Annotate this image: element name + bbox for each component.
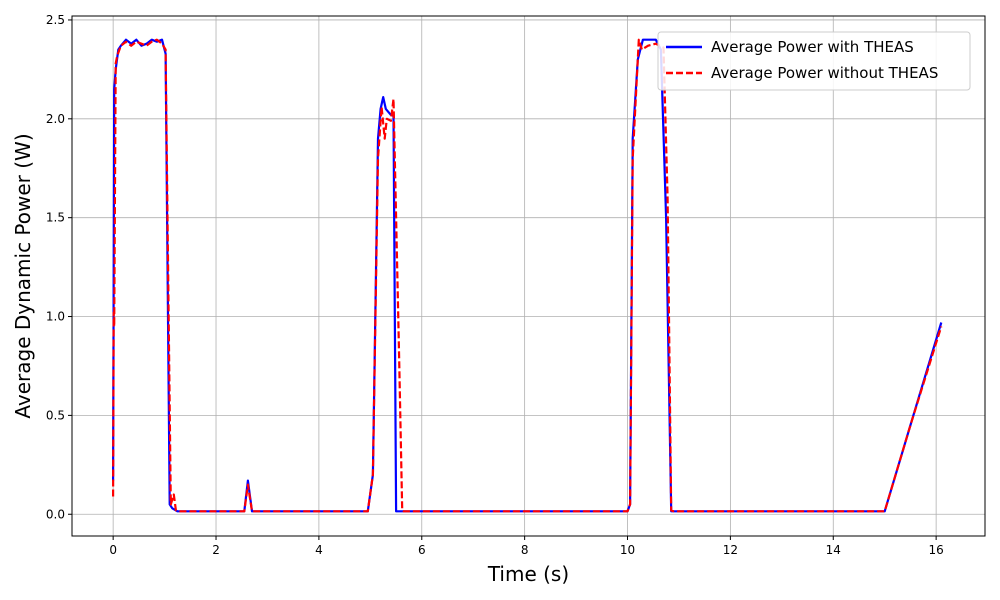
- legend-label-with-theas: Average Power with THEAS: [711, 38, 914, 56]
- x-tick-label: 16: [928, 543, 943, 557]
- x-tick-label: 14: [826, 543, 841, 557]
- legend-label-without-theas: Average Power without THEAS: [711, 64, 938, 82]
- legend-box: [657, 31, 971, 91]
- y-tick-label: 0.0: [46, 507, 65, 521]
- series-line-with-theas: [112, 38, 943, 513]
- y-tick-label: 0.5: [46, 408, 65, 422]
- x-tick-label: 12: [723, 543, 738, 557]
- plot-frame: [71, 15, 986, 537]
- x-tick-label: 10: [620, 543, 635, 557]
- x-axis-label: Time (s): [487, 562, 569, 586]
- x-tick-label: 6: [418, 543, 426, 557]
- x-tick-label: 0: [109, 543, 117, 557]
- ticks: 0 2 4 6 8 10 12 14 16 0.0 0.5 1.0 1.5 2.0 2.5: [46, 13, 944, 557]
- x-tick-label: 2: [212, 543, 220, 557]
- x-tick-label: 4: [315, 543, 323, 557]
- series-layer: [112, 38, 943, 513]
- y-tick-label: 2.0: [46, 112, 65, 126]
- grid: [72, 16, 985, 536]
- legend: Average Power with THEAS Average Power w…: [657, 31, 971, 91]
- y-tick-label: 1.0: [46, 310, 65, 324]
- x-tick-label: 8: [521, 543, 529, 557]
- y-tick-label: 2.5: [46, 13, 65, 27]
- y-tick-label: 1.5: [46, 211, 65, 225]
- y-axis-label: Average Dynamic Power (W): [11, 133, 35, 418]
